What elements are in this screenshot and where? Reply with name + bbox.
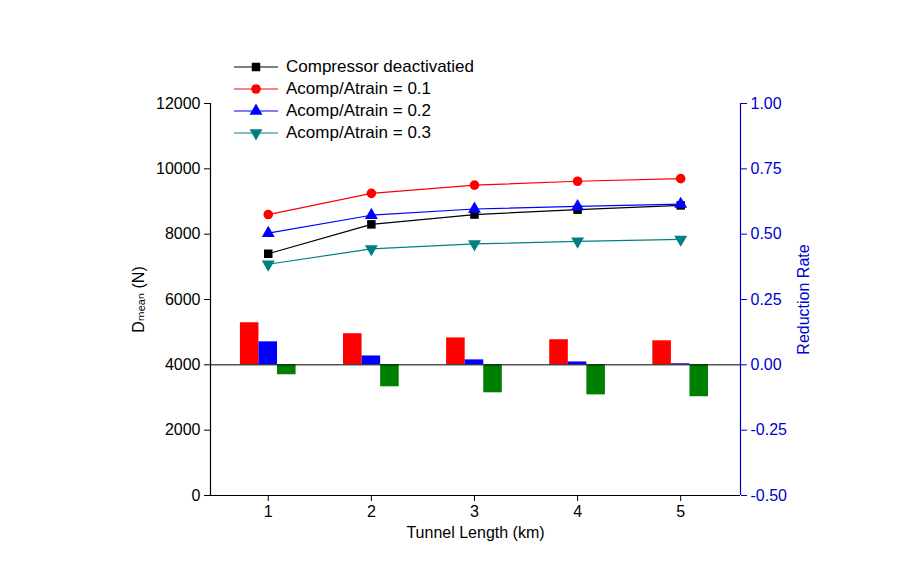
- svg-text:0.50: 0.50: [751, 225, 782, 242]
- svg-text:5: 5: [676, 503, 685, 520]
- svg-text:0.25: 0.25: [751, 291, 782, 308]
- svg-text:-0.25: -0.25: [751, 421, 788, 438]
- svg-text:4000: 4000: [165, 356, 201, 373]
- svg-text:Dₘₑₐₙ (N): Dₘₑₐₙ (N): [130, 266, 147, 332]
- html-text:Acomp/Atrain = 0.1: Acomp/Atrain = 0.1: [286, 79, 432, 98]
- svg-text:1.00: 1.00: [751, 95, 782, 112]
- svg-text:10000: 10000: [156, 160, 201, 177]
- svg-text:Tunnel Length (km): Tunnel Length (km): [406, 524, 544, 541]
- svg-text:4: 4: [573, 503, 582, 520]
- svg-text:Reduction Rate: Reduction Rate: [795, 244, 812, 354]
- html-text:Acomp/Atrain = 0.3: Acomp/Atrain = 0.3: [286, 123, 432, 142]
- svg-text:1: 1: [264, 503, 273, 520]
- svg-text:6000: 6000: [165, 291, 201, 308]
- html-text:Acomp/Atrain = 0.2: Acomp/Atrain = 0.2: [286, 101, 432, 120]
- svg-text:2000: 2000: [165, 421, 201, 438]
- html-text:Compressor deactivatied: Compressor deactivatied: [286, 57, 474, 76]
- svg-text:8000: 8000: [165, 225, 201, 242]
- svg-text:12000: 12000: [156, 95, 201, 112]
- svg-text:3: 3: [470, 503, 479, 520]
- svg-text:-0.50: -0.50: [751, 487, 788, 504]
- svg-text:0: 0: [192, 487, 201, 504]
- svg-text:0.75: 0.75: [751, 160, 782, 177]
- svg-text:0.00: 0.00: [751, 356, 782, 373]
- svg-text:2: 2: [367, 503, 376, 520]
